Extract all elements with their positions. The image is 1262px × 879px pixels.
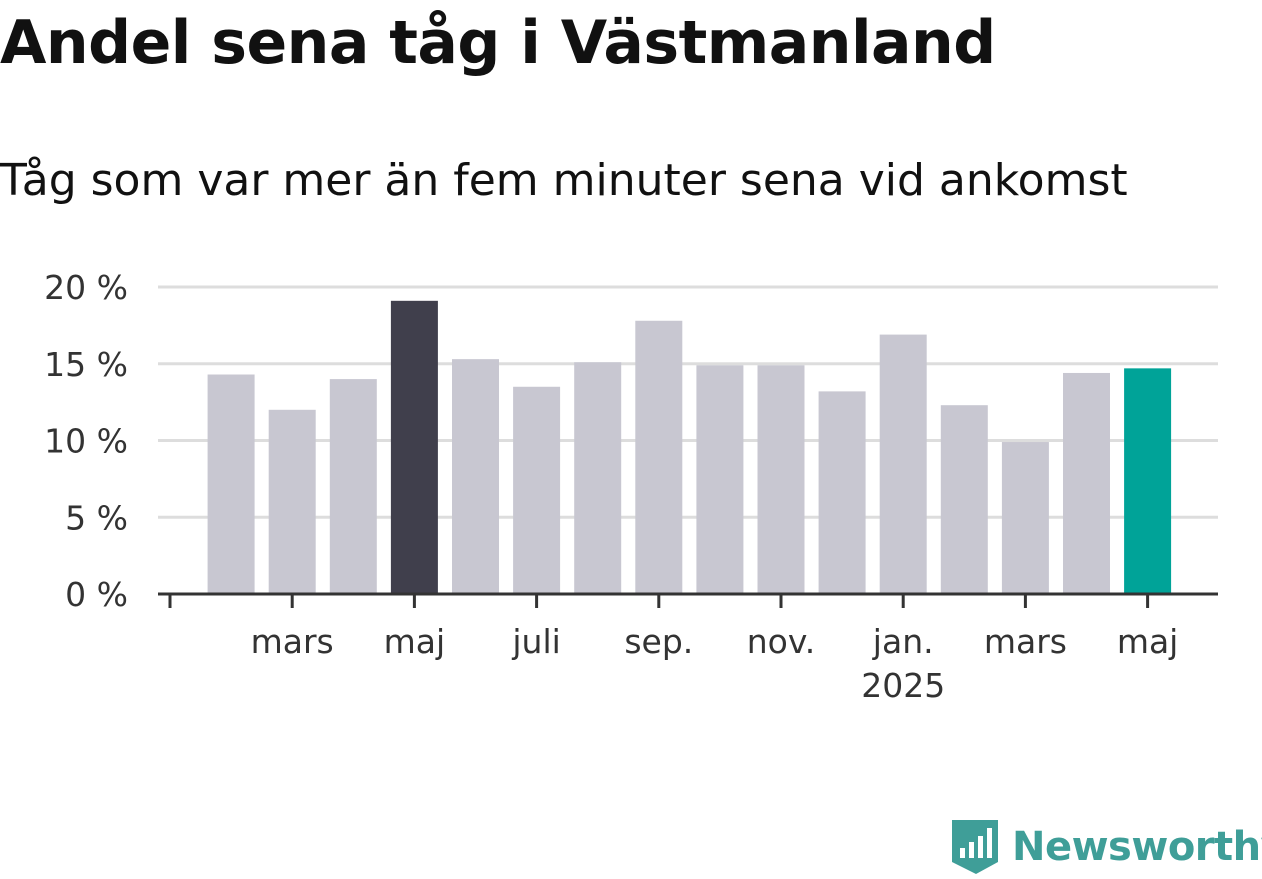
bar [696,365,744,594]
chart-title: Andel sena tåg i Västmanland [0,8,996,78]
y-tick-label: 20 % [44,268,128,307]
y-tick-label: 15 % [44,345,128,384]
x-tick-sublabel: 2025 [861,666,945,705]
bar [1001,442,1049,594]
y-tick-label: 10 % [44,422,128,461]
x-tick-label: juli [511,622,560,661]
bar-chart: 0 % 5 % 10 % 15 % 20 % mars maj juli sep. nov. jan… [44,268,1218,705]
bar [329,379,377,594]
bar [635,320,683,594]
x-tick-label: maj [384,622,446,661]
x-tick-label: nov. [747,622,816,661]
bar [940,405,988,594]
bar [879,334,927,594]
bar [818,391,866,594]
x-tick-label: maj [1117,622,1179,661]
chart-subtitle: Tåg som var mer än fem minuter sena vid … [0,155,1128,206]
bar [513,386,561,594]
x-tick-label: mars [251,622,334,661]
brand-name: Newsworthy [1012,824,1262,870]
bar [452,359,499,594]
bar [1063,372,1110,594]
brand-logo: Newsworthy [950,818,1262,876]
bar [268,409,316,594]
bar [390,300,438,594]
bar [207,374,255,594]
x-tick-label: sep. [624,622,693,661]
y-tick-label: 5 % [65,498,128,537]
bar [574,362,622,594]
bar [1124,368,1172,594]
x-tick-label: mars [984,622,1067,661]
bar [757,365,805,594]
newsworthy-logo-icon [952,820,998,874]
x-tick-label: jan. [872,622,934,661]
y-tick-label: 0 % [65,575,128,614]
